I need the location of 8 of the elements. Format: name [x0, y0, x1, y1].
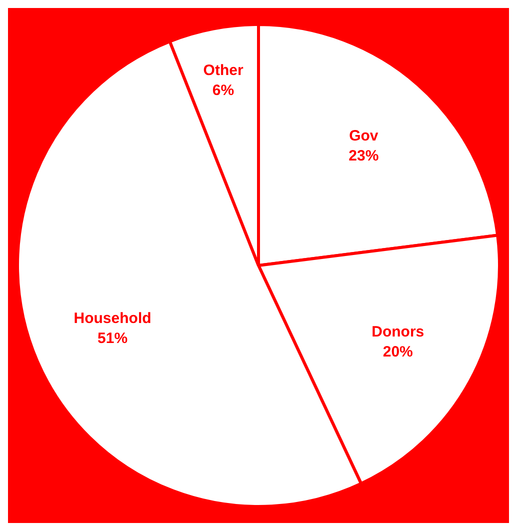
- data-label: 6%: [212, 82, 234, 99]
- data-label: 23%: [348, 147, 379, 164]
- slice-label: Donors: [372, 323, 424, 340]
- slice-label: Gov: [349, 127, 379, 144]
- data-label: 20%: [382, 343, 413, 360]
- data-label: 51%: [98, 330, 128, 347]
- slice-label: Other: [203, 62, 244, 79]
- slice-label: Household: [74, 310, 152, 327]
